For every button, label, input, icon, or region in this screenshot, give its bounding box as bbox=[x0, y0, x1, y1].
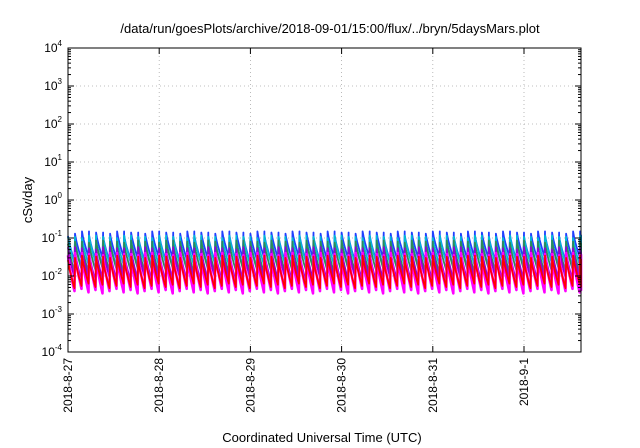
y-tick-label: 101 bbox=[44, 153, 62, 169]
x-tick-label: 2018-8-29 bbox=[243, 358, 257, 413]
y-axis-label: cSv/day bbox=[20, 176, 35, 223]
x-tick-label: 2018-8-27 bbox=[61, 358, 75, 413]
y-tick-label: 10-1 bbox=[42, 229, 63, 245]
y-tick-label: 103 bbox=[44, 77, 62, 93]
series-line bbox=[67, 246, 582, 283]
x-tick-labels: 2018-8-27 2018-8-28 2018-8-29 2018-8-30 2018… bbox=[61, 358, 531, 413]
y-tick-label: 10-3 bbox=[42, 305, 63, 321]
x-tick-label: 2018-9-1 bbox=[517, 358, 531, 406]
grid bbox=[68, 48, 581, 352]
series-line bbox=[67, 239, 582, 274]
x-axis-label: Coordinated Universal Time (UTC) bbox=[222, 430, 421, 445]
x-tick-label: 2018-8-28 bbox=[152, 358, 166, 413]
series-line bbox=[67, 230, 582, 263]
series-layer bbox=[66, 230, 583, 295]
y-tick-label: 10-2 bbox=[42, 267, 63, 283]
series-line bbox=[67, 254, 582, 289]
y-tick-labels: 104 103 102 101 100 10-1 10-2 10-3 10-4 bbox=[42, 39, 63, 359]
y-tick-label: 104 bbox=[44, 39, 62, 55]
x-tick-label: 2018-8-30 bbox=[335, 358, 349, 413]
y-tick-label: 100 bbox=[44, 191, 62, 207]
chart-title: /data/run/goesPlots/archive/2018-09-01/1… bbox=[120, 21, 540, 36]
y-tick-label: 10-4 bbox=[42, 343, 63, 359]
ticks bbox=[67, 47, 581, 353]
y-tick-label: 102 bbox=[44, 115, 62, 131]
x-tick-label: 2018-8-31 bbox=[426, 358, 440, 413]
